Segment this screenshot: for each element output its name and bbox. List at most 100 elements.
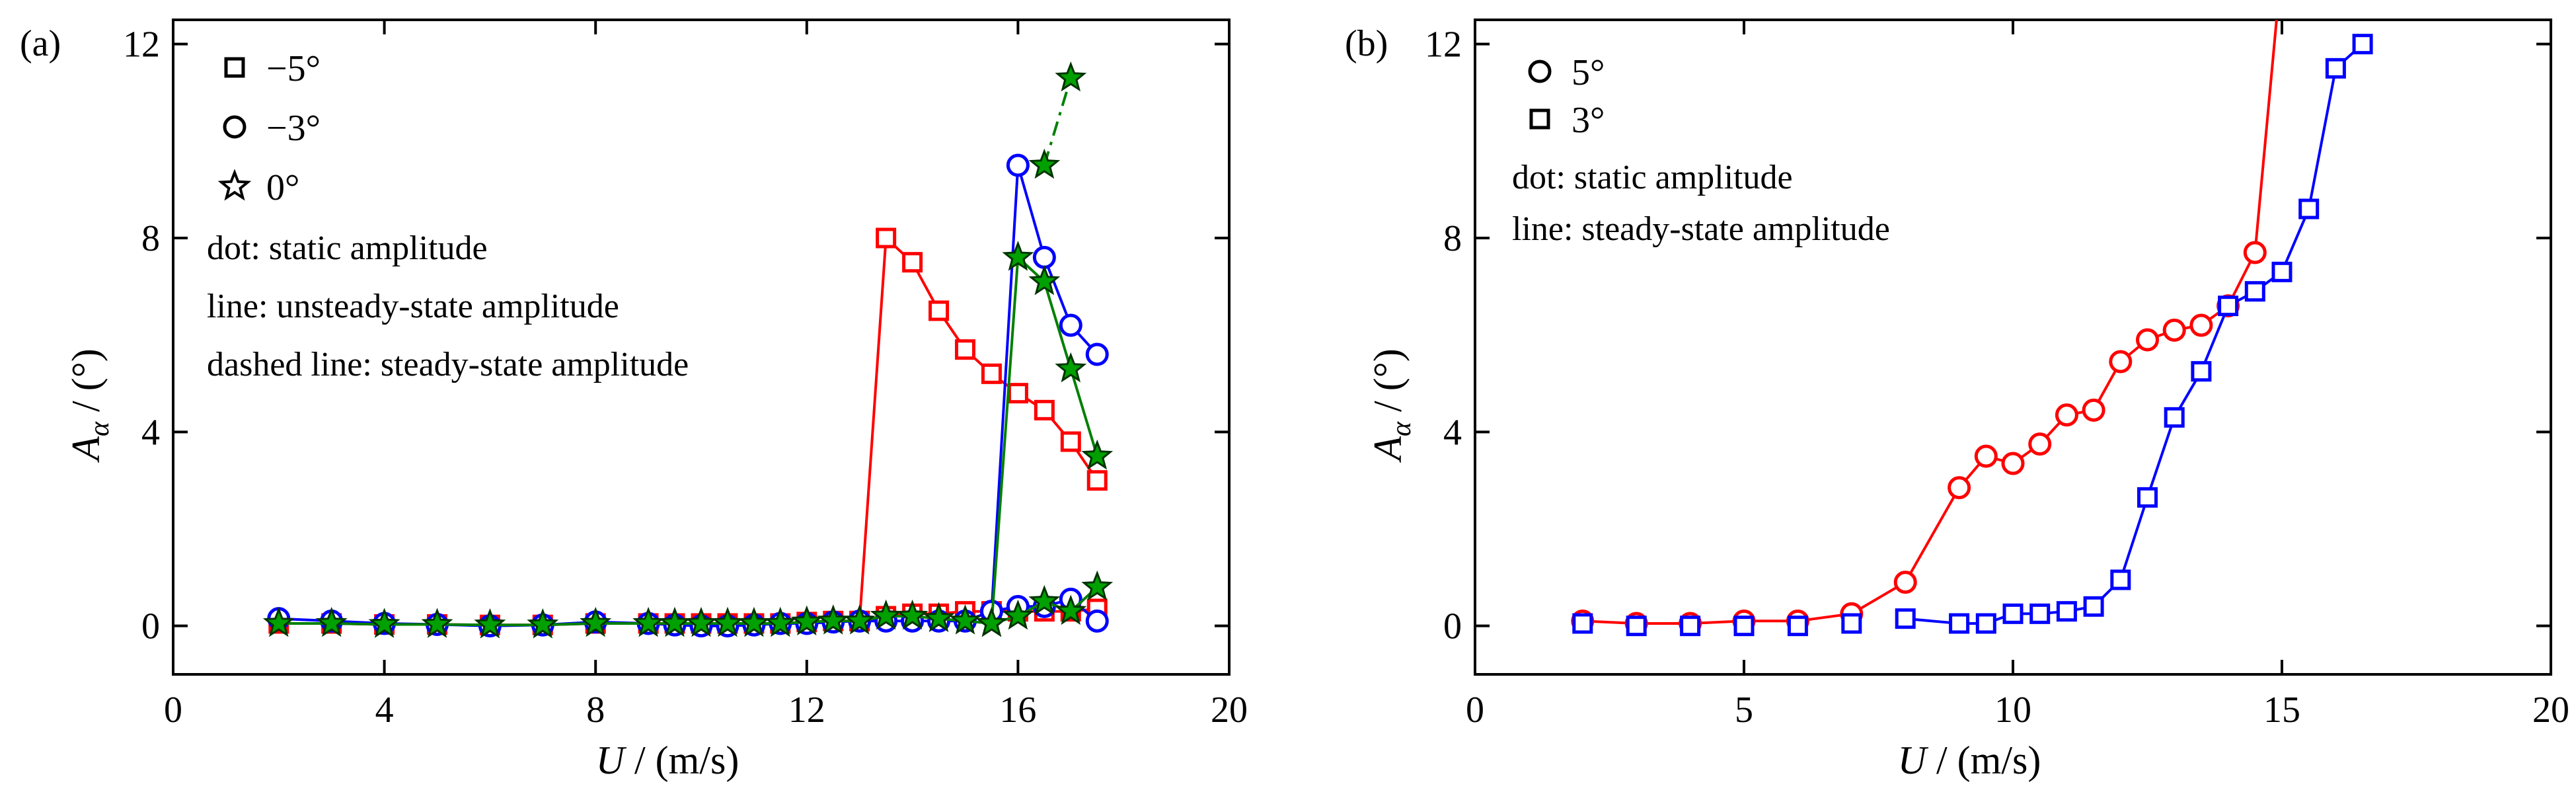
y-tick-label: 12: [123, 24, 160, 65]
y-axis-label-b-unit: / (°): [1366, 348, 1410, 422]
data-point: [1680, 616, 1701, 637]
data-point: [981, 363, 1002, 384]
y-axis-label-b-sub: α: [1386, 421, 1417, 436]
legend-star-icon: [217, 169, 252, 201]
legend-square-icon: [224, 57, 245, 78]
data-point: [817, 604, 849, 635]
y-axis-label-a-symbol: A: [64, 436, 108, 463]
y-tick-label: 8: [1443, 218, 1462, 259]
data-point: [315, 606, 348, 637]
x-axis-label-b-symbol: U: [1898, 738, 1929, 782]
data-point: [876, 227, 897, 249]
y-tick-label: 8: [141, 218, 160, 259]
data-point: [1086, 470, 1108, 491]
data-point: [2189, 313, 2213, 337]
x-axis-label-a: U / (m/s): [596, 738, 739, 782]
series-line-5: [990, 255, 1099, 624]
x-tick-label: 8: [586, 690, 605, 731]
data-point: [2001, 452, 2025, 475]
series-line-1: [858, 235, 1098, 621]
data-point: [1032, 245, 1056, 269]
x-tick-label: 4: [375, 690, 394, 731]
data-point: [1081, 570, 1114, 601]
data-point: [2029, 603, 2051, 624]
data-point: [975, 606, 1008, 637]
data-point: [2218, 296, 2239, 317]
data-point: [368, 608, 400, 638]
data-point: [1974, 444, 1998, 468]
data-point: [790, 605, 823, 636]
legend-note: dot: static amplitude: [1512, 159, 1793, 196]
y-axis-label-a-sub: α: [85, 421, 115, 436]
data-point: [1007, 383, 1028, 404]
data-point: [685, 606, 717, 637]
data-point: [1626, 616, 1647, 637]
data-point: [1733, 616, 1755, 637]
legend-label: 0°: [266, 167, 299, 208]
data-point: [2109, 350, 2133, 374]
x-tick-label: 15: [2263, 690, 2300, 731]
data-point: [421, 608, 453, 638]
x-axis-label-b-unit: / (m/s): [1926, 738, 2041, 782]
data-point: [1059, 313, 1082, 337]
y-axis-label-b: Aα / (°): [1366, 348, 1417, 463]
data-point: [928, 300, 950, 321]
y-tick-label: 4: [1443, 412, 1462, 453]
data-point: [1028, 584, 1061, 616]
data-point: [2082, 398, 2105, 422]
legend-circle-icon: [223, 115, 246, 139]
legend-label: −3°: [266, 108, 321, 149]
data-point: [2325, 58, 2346, 79]
data-point: [1893, 571, 1917, 594]
data-point: [1081, 439, 1114, 470]
data-point: [1002, 599, 1034, 630]
data-point: [2028, 432, 2052, 456]
data-point: [1572, 613, 1593, 634]
data-point: [1028, 148, 1061, 179]
data-point: [843, 604, 876, 635]
data-point: [2352, 34, 2373, 55]
data-point: [955, 339, 975, 360]
y-axis-label-a: Aα / (°): [64, 348, 115, 463]
data-point: [2056, 601, 2077, 622]
data-point: [1006, 153, 1030, 177]
x-tick-label: 10: [1994, 690, 2031, 731]
series-line-6: [1043, 77, 1073, 166]
y-tick-label: 12: [1425, 24, 1462, 65]
data-point: [1060, 431, 1081, 452]
panel-label-b: (b): [1345, 23, 1388, 64]
y-tick-label: 0: [1443, 606, 1462, 647]
legend-circle-icon: [1528, 60, 1552, 83]
data-point: [2162, 318, 2186, 342]
legend-label: −5°: [266, 48, 321, 89]
data-point: [659, 606, 691, 637]
x-tick-label: 0: [1466, 690, 1484, 731]
data-point: [738, 606, 770, 637]
data-point: [580, 606, 612, 637]
y-tick-label: 0: [141, 606, 160, 647]
data-point: [1895, 608, 1916, 629]
data-point: [764, 606, 796, 637]
legend-note: dashed line: steady-state amplitude: [207, 346, 689, 383]
x-axis-label-b: U / (m/s): [1898, 738, 2041, 782]
data-point: [870, 599, 902, 630]
panel-label-a: (a): [20, 23, 61, 64]
data-point: [2164, 407, 2185, 428]
data-point: [527, 608, 559, 639]
legend-note: line: unsteady-state amplitude: [207, 288, 619, 325]
y-axis-label-b-symbol: A: [1366, 436, 1410, 463]
data-point: [1002, 241, 1034, 271]
data-point: [1975, 613, 1996, 634]
data-point: [1085, 342, 1109, 366]
data-point: [1948, 476, 1971, 500]
x-tick-label: 12: [788, 690, 825, 731]
data-point: [2055, 403, 2078, 427]
x-tick-label: 0: [164, 690, 182, 731]
x-tick-label: 20: [1211, 690, 1248, 731]
data-point: [2298, 198, 2320, 219]
data-point: [949, 604, 981, 635]
legend-b: 5° 3° dot: static amplitude line: steady-st…: [1512, 52, 1890, 248]
data-point: [2243, 241, 2267, 264]
data-point: [923, 602, 955, 633]
